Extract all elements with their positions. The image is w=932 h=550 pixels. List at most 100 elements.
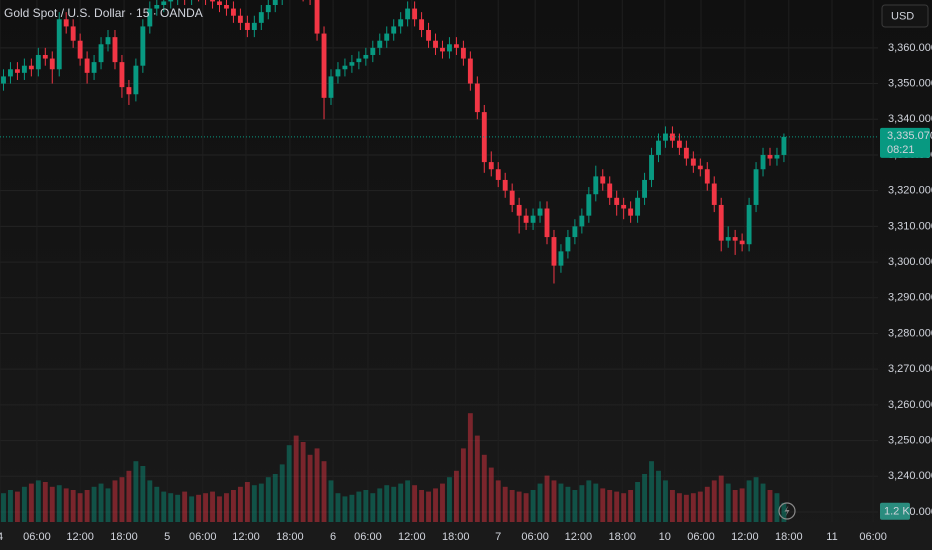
candle-body	[760, 154, 766, 170]
volume-bar	[293, 435, 299, 522]
candle-body	[161, 1, 167, 5]
candle-body	[516, 204, 522, 216]
time-tick-label: 06:00	[687, 531, 715, 543]
volume-bar	[230, 490, 236, 522]
time-tick-label: 18:00	[442, 531, 470, 543]
volume-bar	[8, 490, 13, 522]
volume-bar	[433, 488, 438, 522]
candle-body	[663, 133, 668, 141]
volume-bar	[70, 490, 76, 522]
price-tick-label: 3,240.000	[888, 470, 932, 482]
price-pane	[0, 0, 878, 284]
alert-circle[interactable]	[778, 502, 796, 520]
alert-bolt[interactable]	[784, 505, 790, 517]
candle-body	[42, 54, 48, 59]
volume-bar	[168, 493, 174, 522]
candle-body	[767, 154, 773, 159]
volume-bar	[447, 477, 452, 522]
volume-bar	[119, 477, 125, 522]
time-tick-label: 12:00	[66, 531, 94, 543]
volume-bar	[140, 466, 146, 522]
volume-bar	[481, 454, 487, 522]
candle-body	[384, 33, 390, 41]
candle-body	[419, 19, 425, 30]
candle-body	[488, 162, 494, 170]
candle-body	[258, 12, 264, 23]
candle-body	[370, 47, 376, 55]
candle-body	[676, 140, 682, 148]
time-tick-label: 12:00	[565, 531, 593, 543]
candle-body	[140, 26, 146, 66]
candle-body	[21, 65, 27, 73]
price-tick-label: 3,260.000	[888, 399, 932, 411]
candle-body	[210, 0, 215, 2]
volume-bar	[683, 494, 689, 522]
volume-bar	[593, 483, 599, 522]
candle-body	[753, 169, 759, 205]
volume-bar	[663, 480, 668, 522]
candle-body	[412, 8, 418, 20]
volume-bar	[272, 474, 278, 522]
candle-body	[739, 240, 745, 245]
volume-bar	[453, 470, 459, 522]
volume-bar	[112, 480, 118, 522]
volume-bar	[265, 477, 271, 522]
volume-bar	[349, 494, 355, 522]
volume-bar	[621, 493, 627, 522]
candle-body	[523, 215, 529, 223]
volume-bar	[711, 480, 717, 522]
candle-body	[467, 58, 473, 84]
time-tick-label: 18:00	[608, 531, 636, 543]
candle-body	[91, 62, 97, 73]
candle-body	[586, 194, 592, 216]
volume-bar	[384, 485, 390, 522]
volume-bar	[572, 490, 578, 522]
volume-bar	[363, 490, 369, 522]
volume-bar	[781, 502, 787, 522]
volume-bar	[244, 482, 250, 522]
last-volume-label: 1.2 K	[884, 506, 910, 518]
candle-body	[244, 22, 250, 30]
volume-bar	[126, 470, 132, 522]
candle-body	[593, 176, 599, 195]
candle-body	[537, 208, 543, 216]
volume-bar	[474, 435, 480, 522]
candle-body	[544, 208, 550, 238]
volume-bar	[391, 486, 397, 522]
candle-body	[426, 29, 431, 41]
candle-body	[774, 154, 780, 159]
volume-bar	[286, 445, 292, 522]
time-tick-label: 06:00	[23, 531, 51, 543]
volume-bar	[14, 491, 20, 522]
candle-body	[14, 69, 20, 73]
volume-bar	[251, 485, 257, 522]
currency-label[interactable]: USD	[891, 10, 914, 22]
volume-bar	[258, 483, 264, 522]
candle-body	[230, 8, 236, 16]
volume-bar	[370, 493, 376, 522]
candle-body	[746, 204, 752, 245]
alert-icon[interactable]	[778, 502, 796, 520]
candle-body	[49, 58, 55, 70]
candle-body	[628, 208, 634, 216]
volume-bar	[537, 483, 543, 522]
currency-button[interactable]	[881, 4, 929, 28]
volume-bar	[28, 483, 34, 522]
candle-body	[168, 0, 174, 2]
candle-body	[565, 237, 571, 252]
candle-body	[495, 169, 501, 180]
volume-bar	[725, 483, 731, 522]
volume-bar	[98, 483, 104, 522]
candle-body	[579, 215, 585, 227]
candle-body	[732, 237, 738, 241]
candle-body	[690, 158, 696, 166]
time-tick-label: 18:00	[110, 531, 138, 543]
time-tick-label: 4	[0, 531, 3, 543]
volume-bar	[224, 493, 229, 522]
candle-body	[84, 58, 90, 73]
candle-body	[474, 83, 480, 113]
volume-bar	[488, 467, 494, 522]
price-tick-label: 3,270.000	[888, 363, 932, 375]
candle-body	[321, 33, 327, 98]
